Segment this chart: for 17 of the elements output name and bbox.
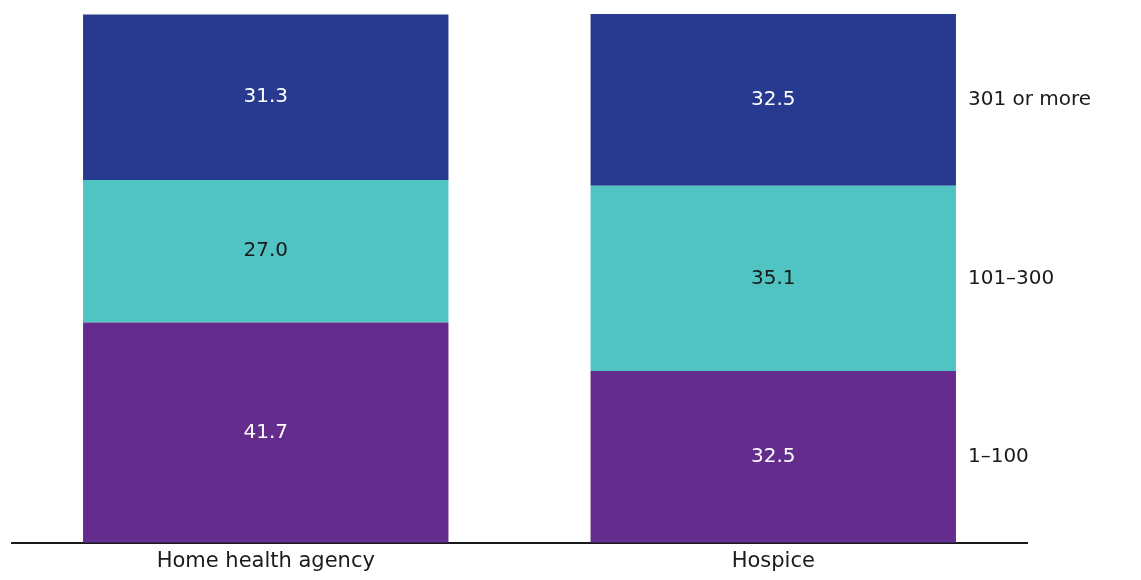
series-label: 301 or more: [967, 86, 1092, 111]
series-label: 1–100: [967, 443, 1029, 468]
data-label: 27.0: [243, 237, 289, 262]
bar: [590, 14, 956, 186]
bar: [83, 179, 449, 323]
data-label: 41.7: [243, 418, 289, 443]
x-tick-label: Home health agency: [156, 547, 375, 572]
bar: [590, 185, 956, 372]
bar: [83, 322, 449, 543]
bar: [590, 371, 956, 543]
data-label: 31.3: [243, 83, 289, 108]
series-label: 101–300: [967, 264, 1055, 289]
data-label: 35.1: [750, 264, 796, 289]
data-label: 32.5: [750, 443, 796, 468]
data-label: 32.5: [750, 86, 796, 111]
bar: [83, 14, 449, 180]
x-tick-label: Hospice: [731, 547, 815, 572]
